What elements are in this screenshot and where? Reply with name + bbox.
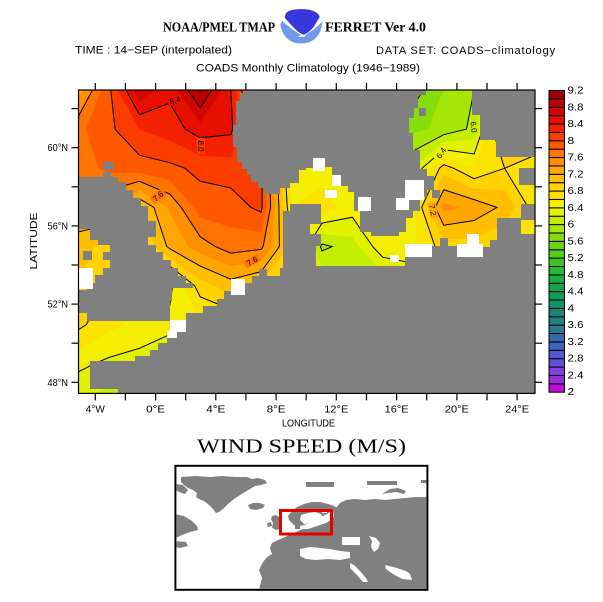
svg-text:7.6: 7.6	[568, 153, 585, 164]
svg-text:2: 2	[568, 387, 575, 398]
svg-text:8°E: 8°E	[267, 404, 286, 416]
svg-text:6: 6	[568, 220, 575, 231]
svg-text:4°E: 4°E	[206, 404, 225, 416]
svg-text:NOAA/PMEL TMAP: NOAA/PMEL TMAP	[163, 21, 275, 36]
svg-text:2.4: 2.4	[568, 370, 585, 381]
svg-text:WIND SPEED (M/S): WIND SPEED (M/S)	[197, 437, 406, 458]
svg-text:4.4: 4.4	[568, 287, 585, 298]
svg-text:LATITUDE: LATITUDE	[28, 213, 40, 270]
svg-text:12°E: 12°E	[324, 404, 348, 416]
svg-text:9.2: 9.2	[568, 86, 584, 97]
svg-text:8.4: 8.4	[168, 94, 182, 106]
svg-text:6.4: 6.4	[568, 203, 585, 214]
svg-text:0°E: 0°E	[146, 404, 165, 416]
svg-text:4°W: 4°W	[86, 404, 105, 416]
svg-text:7.2: 7.2	[568, 169, 584, 180]
svg-text:2.8: 2.8	[568, 354, 585, 365]
svg-text:FERRET Ver 4.0: FERRET Ver 4.0	[325, 21, 426, 36]
svg-text:5.2: 5.2	[568, 253, 584, 264]
svg-text:8.8: 8.8	[568, 102, 585, 113]
svg-text:6.0: 6.0	[469, 121, 479, 133]
svg-text:4.8: 4.8	[568, 270, 585, 281]
svg-text:56°N: 56°N	[48, 220, 69, 232]
svg-text:8.0: 8.0	[196, 140, 205, 152]
svg-text:8: 8	[568, 136, 575, 147]
svg-text:7.2: 7.2	[427, 204, 438, 217]
svg-text:4: 4	[568, 303, 575, 314]
svg-text:16°E: 16°E	[385, 404, 409, 416]
svg-text:60°N: 60°N	[48, 142, 69, 154]
svg-text:48°N: 48°N	[48, 377, 69, 389]
svg-text:6.8: 6.8	[568, 186, 585, 197]
svg-text:5.6: 5.6	[568, 236, 585, 247]
svg-text:8.4: 8.4	[568, 119, 585, 130]
svg-text:LONGITUDE: LONGITUDE	[282, 418, 335, 430]
svg-text:3.2: 3.2	[568, 337, 584, 348]
svg-text:COADS Monthly Climatology (194: COADS Monthly Climatology (1946−1989)	[196, 63, 420, 75]
svg-text:3.6: 3.6	[568, 320, 585, 331]
svg-text:TIME : 14−SEP (interpolated): TIME : 14−SEP (interpolated)	[75, 45, 232, 57]
svg-text:24°E: 24°E	[505, 404, 529, 416]
svg-text:DATA SET: COADS−climatology: DATA SET: COADS−climatology	[376, 45, 556, 57]
svg-text:52°N: 52°N	[48, 299, 69, 311]
svg-text:20°E: 20°E	[445, 404, 469, 416]
